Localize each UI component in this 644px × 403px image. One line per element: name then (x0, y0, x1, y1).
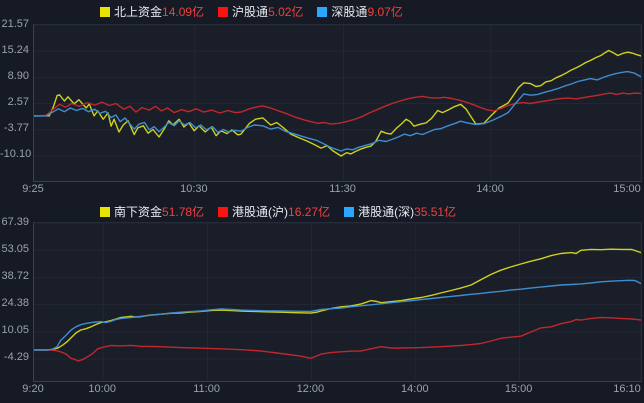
x-tick-label: 16:10 (613, 383, 641, 395)
y-tick-label: 21.57 (1, 17, 29, 30)
legend-item-southbound-2[interactable]: 港股通(深) 35.51亿 (344, 205, 456, 219)
y-tick-label: 2.57 (7, 96, 29, 109)
legend-item-southbound-1[interactable]: 港股通(沪) 16.27亿 (218, 205, 330, 219)
southbound-plot-area[interactable] (33, 222, 642, 382)
legend-series-name: 港股通(沪) (232, 205, 289, 219)
y-tick-label: 53.05 (1, 242, 29, 255)
y-tick-label: 15.24 (1, 43, 29, 56)
y-tick-label: 10.05 (1, 324, 29, 337)
legend-swatch-icon (218, 7, 229, 17)
legend-swatch-icon (317, 7, 328, 17)
y-tick-label: 67.39 (1, 215, 29, 228)
legend-series-value: 14.09亿 (162, 5, 205, 19)
x-tick-label: 11:00 (193, 383, 220, 395)
series-line-southbound-2 (34, 279, 641, 351)
series-line-southbound-1 (34, 316, 641, 362)
y-tick-label: -10.10 (0, 148, 32, 161)
legend-series-name: 深股通 (331, 5, 368, 19)
legend-series-value: 51.78亿 (162, 205, 205, 219)
x-tick-label: 10:30 (180, 183, 208, 195)
x-tick-label: 10:00 (88, 383, 116, 395)
legend-series-value: 9.07亿 (367, 5, 403, 19)
legend-series-name: 沪股通 (232, 5, 269, 19)
legend-series-name: 南下资金 (114, 205, 163, 219)
x-tick-label: 15:00 (613, 183, 641, 195)
y-tick-label: 8.90 (7, 69, 29, 82)
x-tick-label: 9:25 (22, 183, 44, 195)
southbound-legend: 南下资金 51.78亿 港股通(沪) 16.27亿 港股通(深) 35.51亿 (100, 205, 456, 219)
y-tick-label: 38.72 (1, 269, 29, 282)
northbound-chart-canvas (34, 25, 641, 181)
legend-swatch-icon (100, 7, 110, 17)
legend-series-name: 北上资金 (114, 5, 163, 19)
legend-item-southbound-0[interactable]: 南下资金 51.78亿 (100, 205, 204, 219)
x-tick-label: 9:20 (22, 383, 44, 395)
legend-item-northbound-0[interactable]: 北上资金 14.09亿 (100, 5, 204, 19)
y-tick-label: -4.29 (3, 351, 29, 364)
northbound-plot-area[interactable] (33, 24, 642, 182)
legend-series-name: 港股通(深) (358, 205, 415, 219)
legend-swatch-icon (218, 207, 229, 217)
northbound-legend: 北上资金 14.09亿 沪股通 5.02亿 深股通 9.07亿 (100, 5, 403, 19)
legend-series-value: 5.02亿 (268, 5, 304, 19)
series-line-northbound-0 (34, 49, 641, 157)
x-tick-label: 14:00 (401, 383, 429, 395)
legend-series-value: 16.27亿 (288, 205, 331, 219)
legend-item-northbound-2[interactable]: 深股通 9.07亿 (317, 5, 403, 19)
x-tick-label: 12:00 (296, 383, 325, 395)
legend-swatch-icon (100, 207, 110, 217)
series-line-northbound-2 (34, 70, 641, 152)
x-tick-label: 15:00 (504, 383, 533, 395)
legend-item-northbound-1[interactable]: 沪股通 5.02亿 (218, 5, 303, 19)
series-line-southbound-0 (34, 248, 641, 351)
y-tick-label: 24.38 (1, 297, 29, 310)
series-line-northbound-1 (34, 92, 641, 125)
y-tick-label: -3.77 (3, 122, 29, 135)
southbound-chart-canvas (34, 223, 641, 381)
x-tick-label: 11:30 (329, 183, 356, 195)
legend-swatch-icon (344, 207, 355, 217)
legend-series-value: 35.51亿 (414, 205, 457, 219)
x-tick-label: 14:00 (476, 183, 504, 195)
